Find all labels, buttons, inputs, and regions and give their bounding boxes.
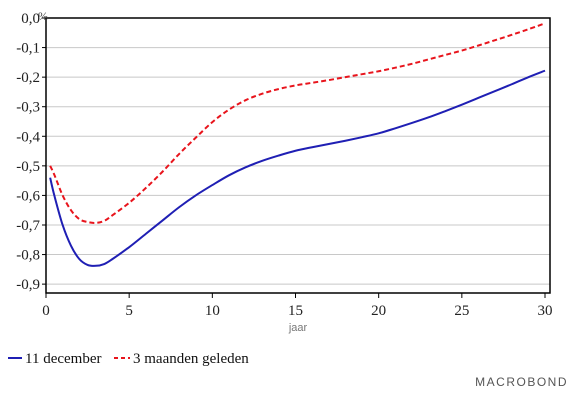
x-tick-label: 0 [42, 303, 50, 319]
x-tick-label: 20 [371, 303, 386, 319]
x-tick-label: 15 [288, 303, 303, 319]
legend-label-11-december: 11 december [25, 351, 102, 367]
y-tick-label: -0,9 [16, 277, 40, 293]
series-line-3-maanden-geleden [49, 22, 546, 224]
legend: 11 december 3 maanden geleden [8, 351, 249, 367]
y-tick-label: -0,2 [16, 70, 40, 86]
x-tick-label: 10 [205, 303, 220, 319]
y-tick-label: -0,3 [16, 100, 40, 116]
legend-label-3-maanden-geleden: 3 maanden geleden [133, 351, 249, 367]
series-line-11-december [49, 69, 546, 267]
y-tick-label: 0,0 [21, 11, 40, 27]
series-layer [49, 22, 546, 267]
x-axis-label: jaar [288, 322, 308, 334]
macrobond-logo: MACROBOND [475, 375, 568, 389]
y-axis-unit: % [38, 9, 48, 23]
x-tick-label: 30 [538, 303, 553, 319]
plot-area-frame [45, 17, 551, 294]
x-tick-label: 5 [125, 303, 133, 319]
y-tick-label: -0,1 [16, 41, 40, 57]
y-axis-ticks: 0,0 -0,1 -0,2 -0,3 -0,4 -0,5 -0,6 -0,7 -0,8 -0,9 [16, 11, 46, 293]
y-tick-label: -0,7 [16, 218, 40, 234]
y-tick-label: -0,8 [16, 248, 40, 264]
x-tick-label: 25 [454, 303, 469, 319]
gridlines [46, 17, 550, 285]
y-tick-label: -0,5 [16, 159, 40, 175]
y-tick-label: -0,6 [16, 188, 40, 204]
x-axis-ticks: 0 5 10 15 20 25 30 [42, 293, 553, 319]
y-tick-label: -0,4 [16, 129, 40, 145]
